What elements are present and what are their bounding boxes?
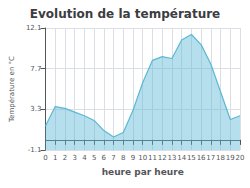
svg-text:3.3: 3.3 — [30, 105, 41, 113]
svg-text:18: 18 — [216, 154, 225, 162]
svg-text:Evolution de la température: Evolution de la température — [30, 7, 221, 21]
svg-text:-1.1: -1.1 — [28, 146, 42, 154]
svg-text:10: 10 — [138, 154, 147, 162]
svg-text:15: 15 — [187, 154, 196, 162]
svg-text:Température en °C: Température en °C — [8, 56, 16, 123]
svg-text:4: 4 — [82, 154, 87, 162]
svg-text:17: 17 — [206, 154, 215, 162]
svg-text:11: 11 — [148, 154, 157, 162]
svg-text:6: 6 — [102, 154, 107, 162]
svg-text:5: 5 — [92, 154, 96, 162]
svg-text:7: 7 — [111, 154, 115, 162]
svg-text:heure par heure: heure par heure — [102, 167, 184, 177]
svg-text:19: 19 — [226, 154, 235, 162]
svg-text:14: 14 — [177, 154, 186, 162]
svg-text:1: 1 — [53, 154, 57, 162]
svg-text:2: 2 — [63, 154, 67, 162]
svg-text:13: 13 — [167, 154, 176, 162]
svg-text:9: 9 — [131, 154, 135, 162]
svg-text:0: 0 — [43, 154, 47, 162]
svg-text:7.7: 7.7 — [30, 65, 41, 73]
svg-text:20: 20 — [236, 154, 245, 162]
svg-text:3: 3 — [72, 154, 76, 162]
svg-text:12.1: 12.1 — [26, 24, 42, 32]
svg-text:8: 8 — [121, 154, 125, 162]
svg-text:12: 12 — [158, 154, 167, 162]
svg-text:16: 16 — [197, 154, 206, 162]
